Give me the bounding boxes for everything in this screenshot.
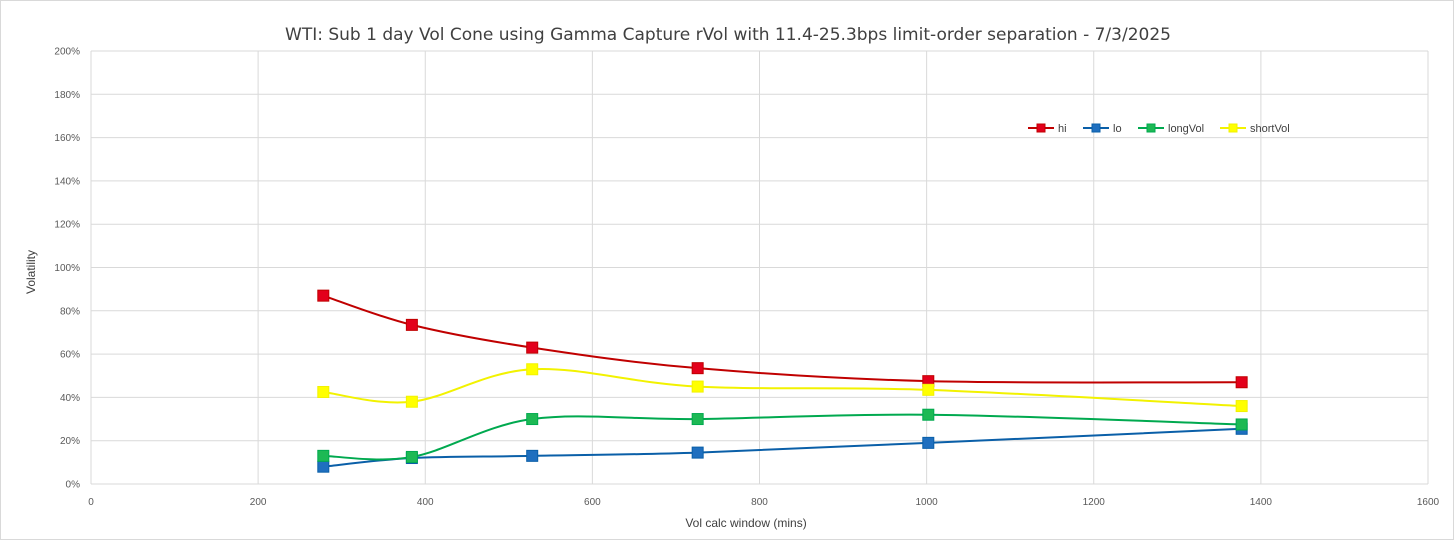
axis-ticks: 0% 20% 40% 60% 80% 100% 120% 140% 160% 180% 200% 0 2… — [54, 47, 1439, 509]
data-point-hi — [1235, 376, 1248, 389]
x-tick-label: 1600 — [1417, 497, 1440, 508]
data-point-lo — [691, 446, 704, 459]
y-tick-label: 60% — [60, 350, 80, 361]
series-hi — [317, 289, 1248, 389]
series-layer — [317, 289, 1248, 473]
x-tick-label: 0 — [88, 497, 94, 508]
x-tick-label: 400 — [417, 497, 434, 508]
legend-marker — [1036, 123, 1046, 133]
x-axis-label: Vol calc window (mins) — [685, 516, 806, 530]
legend-entry-longVol: longVol — [1138, 123, 1204, 135]
data-point-lo — [317, 460, 330, 473]
y-tick-label: 140% — [54, 176, 80, 187]
x-tick-label: 200 — [250, 497, 267, 508]
legend-entry-lo: lo — [1083, 123, 1122, 135]
legend-marker — [1228, 123, 1238, 133]
data-point-hi — [691, 362, 704, 375]
series-line-longVol — [323, 413, 1242, 461]
data-point-longVol — [1235, 418, 1248, 431]
data-point-shortVol — [317, 385, 330, 398]
data-point-shortVol — [405, 395, 418, 408]
x-tick-label: 600 — [584, 497, 601, 508]
legend-entry-hi: hi — [1028, 123, 1067, 135]
legend-marker — [1091, 123, 1101, 133]
y-axis-label: Volatility — [24, 250, 38, 294]
data-point-longVol — [526, 413, 539, 426]
y-tick-label: 20% — [60, 436, 80, 447]
legend-label: lo — [1113, 123, 1122, 135]
data-point-longVol — [405, 450, 418, 463]
series-line-lo — [323, 427, 1242, 468]
legend-label: hi — [1058, 123, 1067, 135]
data-point-hi — [317, 289, 330, 302]
data-point-longVol — [317, 449, 330, 462]
data-point-shortVol — [922, 383, 935, 396]
y-tick-label: 120% — [54, 220, 80, 231]
x-tick-label: 1400 — [1250, 497, 1273, 508]
data-point-shortVol — [526, 363, 539, 376]
data-point-shortVol — [691, 380, 704, 393]
y-tick-label: 100% — [54, 263, 80, 274]
legend-entry-shortVol: shortVol — [1220, 123, 1290, 135]
series-longVol — [317, 408, 1248, 463]
legend-label: shortVol — [1250, 123, 1290, 135]
y-tick-label: 160% — [54, 133, 80, 144]
data-point-longVol — [922, 408, 935, 421]
grid-lines — [90, 50, 1429, 485]
series-line-hi — [322, 294, 1242, 384]
data-point-shortVol — [1235, 400, 1248, 413]
y-tick-label: 0% — [66, 480, 81, 491]
data-point-lo — [922, 436, 935, 449]
x-tick-label: 800 — [751, 497, 768, 508]
legend: hi lo longVol shortVol — [1028, 123, 1290, 135]
legend-label: longVol — [1168, 123, 1204, 135]
y-tick-label: 40% — [60, 393, 80, 404]
data-point-hi — [526, 341, 539, 354]
series-lo — [317, 422, 1248, 473]
series-shortVol — [317, 363, 1248, 413]
data-point-lo — [526, 449, 539, 462]
y-tick-label: 180% — [54, 90, 80, 101]
chart-title: WTI: Sub 1 day Vol Cone using Gamma Capt… — [285, 25, 1171, 45]
x-tick-label: 1000 — [916, 497, 939, 508]
legend-marker — [1146, 123, 1156, 133]
x-tick-label: 1200 — [1083, 497, 1106, 508]
data-point-longVol — [691, 413, 704, 426]
data-point-hi — [405, 318, 418, 331]
y-tick-label: 80% — [60, 306, 80, 317]
y-tick-label: 200% — [54, 47, 80, 58]
